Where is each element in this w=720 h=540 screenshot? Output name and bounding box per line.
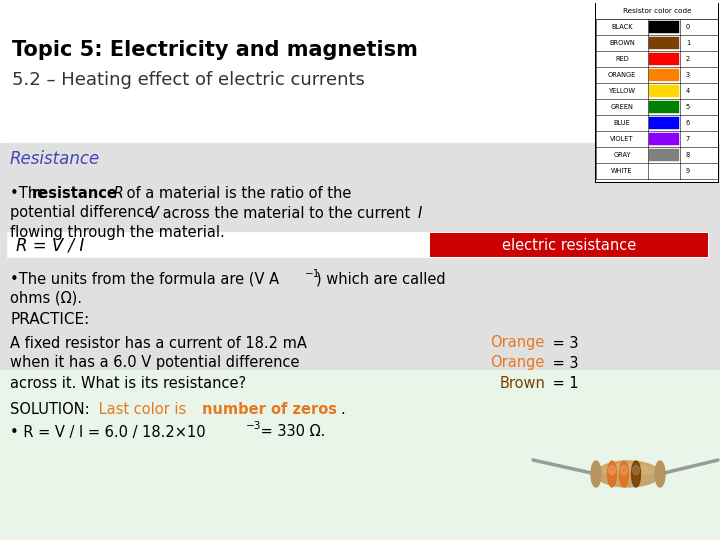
- Text: Brown: Brown: [500, 375, 546, 390]
- Text: V: V: [149, 206, 159, 220]
- Text: RED: RED: [615, 56, 629, 62]
- Ellipse shape: [600, 465, 655, 475]
- Text: 1: 1: [686, 40, 690, 46]
- Text: ORANGE: ORANGE: [608, 72, 636, 78]
- Text: electric resistance: electric resistance: [502, 238, 636, 253]
- Bar: [596, 3, 718, 182]
- Text: 5: 5: [686, 104, 690, 110]
- Bar: [0, 370, 720, 540]
- Text: .: .: [340, 402, 345, 417]
- Text: of a material is the ratio of the: of a material is the ratio of the: [122, 186, 351, 200]
- Bar: [0, 0, 720, 145]
- Bar: [649, 101, 679, 113]
- Text: BLUE: BLUE: [613, 120, 631, 126]
- Text: SOLUTION:: SOLUTION:: [10, 402, 94, 417]
- Text: • R = V / I = 6.0 / 18.2×10: • R = V / I = 6.0 / 18.2×10: [10, 424, 206, 440]
- Bar: [649, 53, 679, 65]
- Text: ohms (Ω).: ohms (Ω).: [10, 291, 82, 306]
- Text: VIOLET: VIOLET: [611, 136, 634, 142]
- Text: A fixed resistor has a current of 18.2 mA: A fixed resistor has a current of 18.2 m…: [10, 335, 307, 350]
- Text: R = V / I: R = V / I: [16, 236, 84, 254]
- Ellipse shape: [621, 465, 628, 475]
- Text: Last color is: Last color is: [94, 402, 191, 417]
- Text: −1: −1: [305, 269, 320, 279]
- Ellipse shape: [655, 461, 665, 487]
- Ellipse shape: [608, 465, 616, 475]
- Text: across it. What is its resistance?: across it. What is its resistance?: [10, 375, 246, 390]
- Text: flowing through the material.: flowing through the material.: [10, 226, 225, 240]
- Ellipse shape: [591, 461, 601, 487]
- Text: I: I: [418, 206, 423, 220]
- Text: Resistor color code: Resistor color code: [623, 8, 691, 14]
- Text: 7: 7: [686, 136, 690, 142]
- Text: potential difference: potential difference: [10, 206, 158, 220]
- Bar: [649, 133, 679, 145]
- Bar: [0, 143, 720, 175]
- Bar: [649, 21, 679, 33]
- Text: 4: 4: [686, 88, 690, 94]
- Text: R: R: [109, 186, 124, 200]
- Text: = 3: = 3: [548, 355, 578, 370]
- Text: Orange: Orange: [490, 335, 544, 350]
- Ellipse shape: [631, 461, 641, 487]
- Text: 6: 6: [686, 120, 690, 126]
- Text: PRACTICE:: PRACTICE:: [10, 313, 89, 327]
- Bar: [595, 3, 719, 183]
- Ellipse shape: [619, 461, 629, 487]
- Ellipse shape: [632, 465, 639, 475]
- Text: Orange: Orange: [490, 355, 544, 370]
- Bar: [649, 117, 679, 129]
- Text: number of zeros: number of zeros: [202, 402, 337, 417]
- Text: GRAY: GRAY: [613, 152, 631, 158]
- Text: 8: 8: [686, 152, 690, 158]
- Text: 9: 9: [686, 168, 690, 174]
- Text: 3: 3: [686, 72, 690, 78]
- Text: = 330 Ω.: = 330 Ω.: [256, 424, 325, 440]
- Text: = 1: = 1: [548, 375, 579, 390]
- Bar: [8, 233, 708, 257]
- Text: when it has a 6.0 V potential difference: when it has a 6.0 V potential difference: [10, 355, 300, 370]
- Text: BLACK: BLACK: [611, 24, 633, 30]
- Text: ) which are called: ) which are called: [316, 272, 446, 287]
- Text: 5.2 – Heating effect of electric currents: 5.2 – Heating effect of electric current…: [12, 71, 365, 89]
- Text: 2: 2: [686, 56, 690, 62]
- Ellipse shape: [596, 461, 660, 487]
- Bar: [649, 85, 679, 97]
- Bar: [649, 165, 679, 177]
- Text: Resistance: Resistance: [10, 150, 100, 168]
- Bar: [649, 37, 679, 49]
- Bar: [430, 233, 708, 257]
- Text: BROWN: BROWN: [609, 40, 635, 46]
- Bar: [649, 69, 679, 81]
- Bar: [649, 149, 679, 161]
- Bar: [0, 175, 720, 370]
- Text: Topic 5: Electricity and magnetism: Topic 5: Electricity and magnetism: [12, 40, 418, 60]
- Text: 0: 0: [686, 24, 690, 30]
- Text: YELLOW: YELLOW: [608, 88, 636, 94]
- Text: across the material to the current: across the material to the current: [158, 206, 415, 220]
- Ellipse shape: [608, 461, 616, 487]
- Text: WHITE: WHITE: [611, 168, 633, 174]
- Text: resistance: resistance: [32, 186, 118, 200]
- Text: = 3: = 3: [548, 335, 578, 350]
- Text: −3: −3: [246, 421, 261, 431]
- Text: GREEN: GREEN: [611, 104, 634, 110]
- Text: •The: •The: [10, 186, 50, 200]
- Text: •The units from the formula are (V A: •The units from the formula are (V A: [10, 272, 279, 287]
